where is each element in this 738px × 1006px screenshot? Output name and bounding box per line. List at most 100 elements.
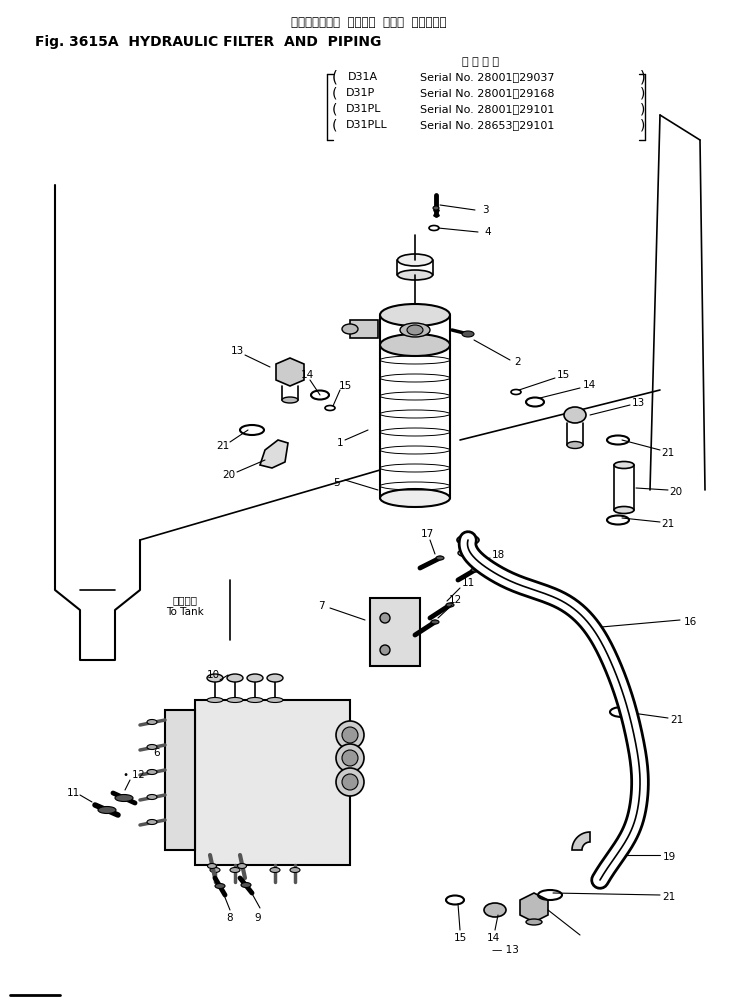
Text: 21: 21 xyxy=(216,441,230,451)
Text: 19: 19 xyxy=(663,852,675,862)
Text: 1: 1 xyxy=(337,438,343,448)
Text: 5: 5 xyxy=(334,478,340,488)
Ellipse shape xyxy=(207,674,223,682)
Bar xyxy=(350,320,378,338)
Ellipse shape xyxy=(407,325,423,335)
Ellipse shape xyxy=(446,603,454,607)
Text: 14: 14 xyxy=(486,933,500,943)
Text: 11: 11 xyxy=(461,578,475,588)
Ellipse shape xyxy=(207,863,216,868)
Ellipse shape xyxy=(471,568,479,572)
Text: 8: 8 xyxy=(227,913,233,923)
Ellipse shape xyxy=(457,535,479,545)
Text: To Tank: To Tank xyxy=(166,607,204,617)
Text: 2: 2 xyxy=(514,357,521,367)
Circle shape xyxy=(342,774,358,790)
Text: 15: 15 xyxy=(453,933,466,943)
Circle shape xyxy=(380,613,390,623)
Ellipse shape xyxy=(342,324,358,334)
Text: ∙ 12: ∙ 12 xyxy=(123,770,145,780)
Ellipse shape xyxy=(267,697,283,702)
Ellipse shape xyxy=(567,442,583,449)
Text: 21: 21 xyxy=(661,519,675,529)
Text: 20: 20 xyxy=(669,487,683,497)
Text: Serial No. 28001～29101: Serial No. 28001～29101 xyxy=(420,104,554,114)
Ellipse shape xyxy=(207,697,223,702)
Ellipse shape xyxy=(267,674,283,682)
Text: 10: 10 xyxy=(207,670,220,680)
Text: 11: 11 xyxy=(66,788,80,798)
Text: D31PL: D31PL xyxy=(346,104,382,114)
Ellipse shape xyxy=(526,919,542,925)
Polygon shape xyxy=(260,440,288,468)
Ellipse shape xyxy=(564,407,586,423)
Text: 13: 13 xyxy=(230,346,244,356)
Text: 3: 3 xyxy=(482,205,489,215)
Text: 20: 20 xyxy=(222,470,235,480)
Ellipse shape xyxy=(227,674,243,682)
Text: (: ( xyxy=(332,102,337,116)
Ellipse shape xyxy=(614,462,634,469)
Bar xyxy=(165,710,195,850)
Text: (: ( xyxy=(332,118,337,132)
Text: タンクへ: タンクへ xyxy=(173,595,198,605)
Ellipse shape xyxy=(210,867,220,872)
Ellipse shape xyxy=(462,331,474,337)
Text: — 13: — 13 xyxy=(492,945,518,955)
Text: (: ( xyxy=(332,69,338,85)
Text: ): ) xyxy=(640,102,645,116)
Ellipse shape xyxy=(147,770,157,775)
Text: 13: 13 xyxy=(632,398,644,408)
Text: 12: 12 xyxy=(449,595,462,605)
Text: 17: 17 xyxy=(421,529,434,539)
Text: 6: 6 xyxy=(154,748,160,758)
Ellipse shape xyxy=(147,795,157,800)
Ellipse shape xyxy=(400,323,430,337)
Text: 14: 14 xyxy=(582,380,596,390)
Text: 18: 18 xyxy=(492,550,505,560)
Text: D31A: D31A xyxy=(348,72,378,82)
Circle shape xyxy=(342,750,358,766)
Polygon shape xyxy=(520,893,548,923)
Ellipse shape xyxy=(147,744,157,749)
Text: (: ( xyxy=(332,86,337,100)
Polygon shape xyxy=(276,358,304,386)
Text: 16: 16 xyxy=(683,617,697,627)
Ellipse shape xyxy=(433,206,439,210)
Text: Serial No. 28653～29101: Serial No. 28653～29101 xyxy=(420,120,554,130)
Ellipse shape xyxy=(270,867,280,872)
Ellipse shape xyxy=(380,334,450,356)
Ellipse shape xyxy=(215,883,225,888)
Text: Serial No. 28001～29168: Serial No. 28001～29168 xyxy=(420,88,554,98)
Ellipse shape xyxy=(115,795,133,802)
Circle shape xyxy=(336,721,364,749)
Ellipse shape xyxy=(484,903,506,917)
Text: ハイドロリック  フィルタ  および  パイピング: ハイドロリック フィルタ および パイピング xyxy=(292,15,446,28)
Ellipse shape xyxy=(247,697,263,702)
Ellipse shape xyxy=(436,556,444,560)
Circle shape xyxy=(380,645,390,655)
Ellipse shape xyxy=(230,867,240,872)
Circle shape xyxy=(342,727,358,743)
Text: 7: 7 xyxy=(317,601,324,611)
Ellipse shape xyxy=(458,549,478,557)
Text: 14: 14 xyxy=(300,370,314,380)
Text: ): ) xyxy=(640,69,646,85)
Ellipse shape xyxy=(227,697,243,702)
Ellipse shape xyxy=(614,506,634,513)
Circle shape xyxy=(336,768,364,796)
Text: 15: 15 xyxy=(339,381,351,391)
Ellipse shape xyxy=(398,254,432,266)
Bar xyxy=(370,598,420,666)
Text: Serial No. 28001～29037: Serial No. 28001～29037 xyxy=(420,72,554,82)
Ellipse shape xyxy=(290,867,300,872)
Text: 9: 9 xyxy=(255,913,261,923)
Text: ): ) xyxy=(640,118,645,132)
Text: 4: 4 xyxy=(485,227,492,237)
Ellipse shape xyxy=(238,863,246,868)
Polygon shape xyxy=(572,832,590,850)
Ellipse shape xyxy=(380,304,450,326)
Text: Fig. 3615A  HYDRAULIC FILTER  AND  PIPING: Fig. 3615A HYDRAULIC FILTER AND PIPING xyxy=(35,35,382,49)
Text: 21: 21 xyxy=(670,715,683,725)
Text: 21: 21 xyxy=(661,448,675,458)
